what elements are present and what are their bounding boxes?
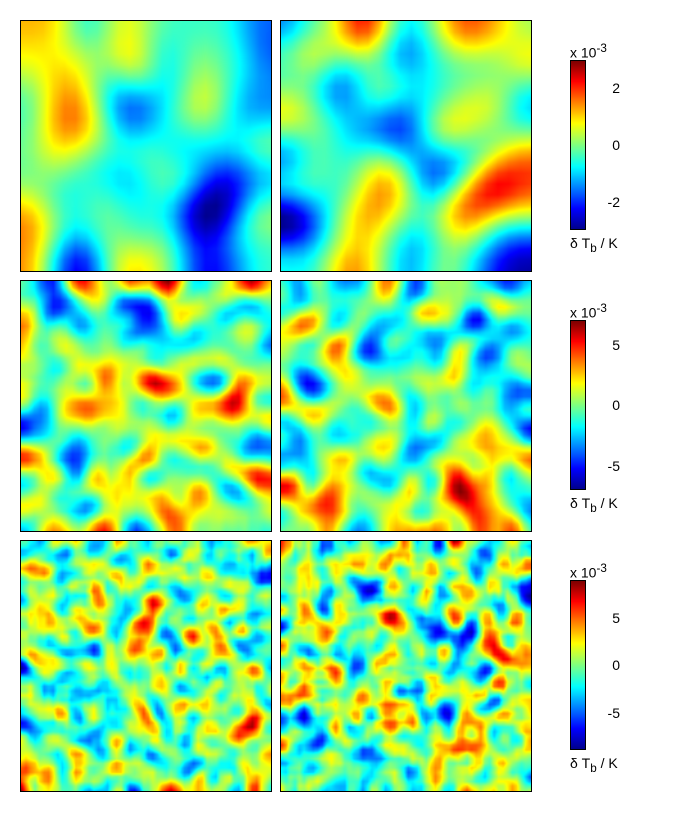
colorbar-r3: x 10-3 5 0 -5 δ Tb / K [560, 540, 690, 792]
colorbar-exp-sup: -3 [596, 302, 606, 315]
heatmap-panel-r1-c2 [280, 20, 532, 272]
heatmap-canvas [281, 281, 531, 531]
colorbar-tick: 0 [590, 137, 620, 153]
colorbar-tick: 2 [590, 80, 620, 96]
heatmap-canvas [281, 541, 531, 791]
figure-grid: x 10-3 2 0 -2 δ Tb / K x 10-3 5 0 -5 δ T… [0, 0, 700, 818]
colorbar-tick: -5 [590, 705, 620, 721]
colorbar-r2: x 10-3 5 0 -5 δ Tb / K [560, 280, 690, 532]
colorbar-label-suffix: / K [597, 495, 618, 511]
colorbar-exp-sup: -3 [596, 42, 606, 55]
colorbar-tick: 0 [590, 397, 620, 413]
colorbar-exponent: x 10-3 [570, 562, 607, 581]
colorbar-axis-label: δ Tb / K [570, 495, 618, 515]
colorbar-tick: 5 [590, 337, 620, 353]
heatmap-panel-r1-c1 [20, 20, 272, 272]
colorbar-label-prefix: δ T [570, 495, 590, 511]
colorbar-exponent: x 10-3 [570, 42, 607, 61]
colorbar-bar [570, 320, 586, 490]
colorbar-bar [570, 60, 586, 230]
heatmap-canvas [21, 541, 271, 791]
colorbar-label-prefix: δ T [570, 235, 590, 251]
colorbar-tick: 0 [590, 657, 620, 673]
heatmap-panel-r3-c2 [280, 540, 532, 792]
heatmap-canvas [281, 21, 531, 271]
heatmap-panel-r3-c1 [20, 540, 272, 792]
colorbar-label-suffix: / K [597, 755, 618, 771]
colorbar-label-suffix: / K [597, 235, 618, 251]
colorbar-bar [570, 580, 586, 750]
colorbar-exp-sup: -3 [596, 562, 606, 575]
colorbar-axis-label: δ Tb / K [570, 235, 618, 255]
colorbar-tick: -2 [590, 194, 620, 210]
colorbar-r1: x 10-3 2 0 -2 δ Tb / K [560, 20, 690, 272]
heatmap-canvas [21, 281, 271, 531]
heatmap-panel-r2-c2 [280, 280, 532, 532]
heatmap-canvas [21, 21, 271, 271]
colorbar-label-prefix: δ T [570, 755, 590, 771]
colorbar-exp-prefix: x 10 [570, 305, 596, 321]
colorbar-axis-label: δ Tb / K [570, 755, 618, 775]
heatmap-panel-r2-c1 [20, 280, 272, 532]
colorbar-exp-prefix: x 10 [570, 565, 596, 581]
colorbar-tick: -5 [590, 458, 620, 474]
colorbar-exponent: x 10-3 [570, 302, 607, 321]
colorbar-exp-prefix: x 10 [570, 45, 596, 61]
colorbar-tick: 5 [590, 610, 620, 626]
